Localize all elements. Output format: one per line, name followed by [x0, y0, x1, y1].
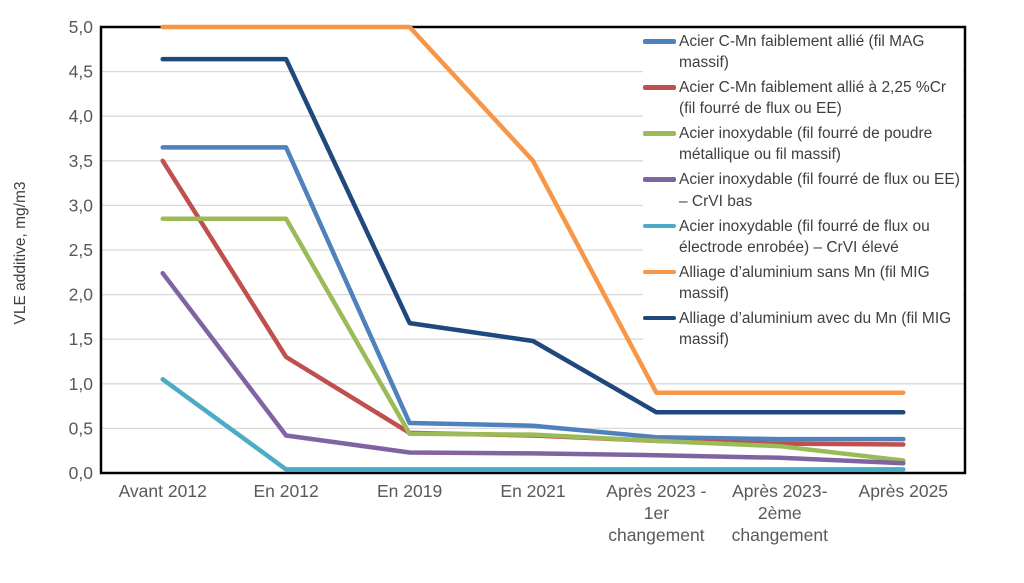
- legend-label: Acier C-Mn faiblement allié à 2,25 %Cr (…: [679, 79, 947, 118]
- legend-swatch: [643, 315, 676, 321]
- legend-swatch: [643, 223, 676, 229]
- legend-label: Acier inoxydable (fil fourré de flux ou …: [679, 217, 930, 256]
- legend-label: Acier inoxydable (fil fourré de flux ou …: [679, 171, 960, 210]
- y-tick-label: 2,5: [69, 240, 93, 260]
- legend-item-0: Acier C-Mn faiblement allié (fil MAG mas…: [643, 31, 963, 73]
- chart-legend: Acier C-Mn faiblement allié (fil MAG mas…: [643, 31, 963, 351]
- y-tick-label: 1,0: [69, 374, 94, 394]
- y-tick-label: 3,0: [69, 195, 94, 215]
- y-tick-label: 1,5: [69, 329, 93, 349]
- series-line-4: [160, 377, 906, 472]
- legend-swatch: [643, 85, 676, 90]
- legend-item-4: Acier inoxydable (fil fourré de flux ou …: [643, 216, 963, 258]
- legend-swatch: [643, 39, 676, 44]
- legend-item-5: Alliage d’aluminium sans Mn (fil MIG mas…: [643, 262, 963, 304]
- legend-item-3: Acier inoxydable (fil fourré de flux ou …: [643, 169, 963, 211]
- legend-label: Acier inoxydable (fil fourré de poudre m…: [679, 125, 933, 164]
- legend-swatch: [643, 177, 676, 182]
- series-line-2: [160, 216, 906, 463]
- legend-item-6: Alliage d’aluminium avec du Mn (fil MIG …: [643, 308, 963, 350]
- series-line-0: [160, 145, 906, 442]
- y-axis-tick-labels: 0,0 0,5 1,0 1,5 2,0 2,5 3,0 3,5 4,0 4,5 5,0: [69, 17, 94, 483]
- series-line-3: [160, 270, 906, 466]
- legend-item-1: Acier C-Mn faiblement allié à 2,25 %Cr (…: [643, 77, 963, 119]
- y-tick-label: 2,0: [69, 285, 94, 305]
- y-tick-label: 0,0: [69, 463, 94, 483]
- legend-item-2: Acier inoxydable (fil fourré de poudre m…: [643, 123, 963, 165]
- legend-swatch: [643, 131, 676, 136]
- legend-label: Acier C-Mn faiblement allié (fil MAG mas…: [679, 33, 925, 72]
- plot-border: [99, 25, 967, 475]
- y-tick-label: 3,5: [69, 151, 93, 171]
- legend-label: Alliage d’aluminium sans Mn (fil MIG mas…: [679, 263, 930, 302]
- y-axis-title: VLE additive, mg/m3: [12, 181, 29, 324]
- series-lines: [160, 24, 906, 472]
- y-tick-label: 0,5: [69, 418, 93, 438]
- series-line-5: [160, 24, 906, 395]
- y-tick-label: 5,0: [69, 17, 94, 37]
- series-line-6: [160, 56, 906, 415]
- y-tick-label: 4,5: [69, 62, 93, 82]
- legend-swatch: [643, 269, 676, 275]
- legend-label: Alliage d’aluminium avec du Mn (fil MIG …: [679, 309, 952, 349]
- y-tick-label: 4,0: [69, 106, 94, 126]
